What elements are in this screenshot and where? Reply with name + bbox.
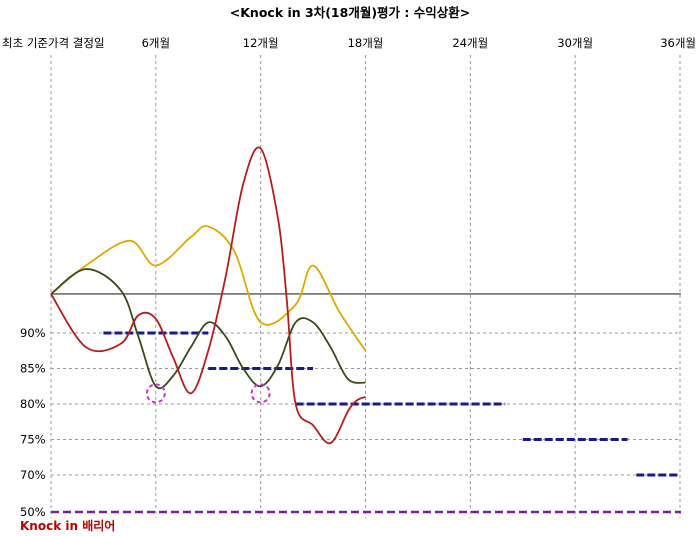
chart-title: <Knock in 3차(18개월)평가 : 수익상환> [230, 5, 470, 20]
x-tick-label: 최초 기준가격 결정일 [2, 36, 105, 50]
x-tick-label: 6개월 [142, 36, 170, 50]
y-tick-label: 75% [20, 433, 46, 447]
knock-in-barrier-label: Knock in 배리어 [20, 518, 115, 533]
x-tick-label: 12개월 [243, 36, 279, 50]
price-series [50, 146, 367, 445]
y-axis-tick-labels: 90% 85% 80% 75% 70% 50% [20, 326, 46, 519]
y-tick-label: 50% [20, 505, 46, 519]
y-tick-label: 90% [20, 326, 46, 340]
x-tick-label: 18개월 [348, 36, 384, 50]
vertical-gridlines [50, 55, 681, 518]
x-axis-tick-labels: 최초 기준가격 결정일 6개월 12개월 18개월 24개월 30개월 36개월 [2, 36, 696, 50]
series-line [50, 268, 366, 390]
series-line [50, 225, 367, 352]
horizontal-gridlines [51, 332, 681, 476]
knock-in-marker [145, 383, 166, 404]
series-line [50, 146, 366, 445]
x-tick-label: 30개월 [557, 36, 593, 50]
y-tick-label: 85% [20, 362, 46, 376]
knock-in-markers [145, 383, 271, 404]
y-tick-label: 80% [20, 397, 46, 411]
x-tick-label: 36개월 [660, 36, 696, 50]
redemption-barrier-segments [103, 331, 680, 477]
knock-in-marker [250, 383, 271, 404]
y-tick-label: 70% [20, 468, 46, 482]
x-tick-label: 24개월 [452, 36, 488, 50]
